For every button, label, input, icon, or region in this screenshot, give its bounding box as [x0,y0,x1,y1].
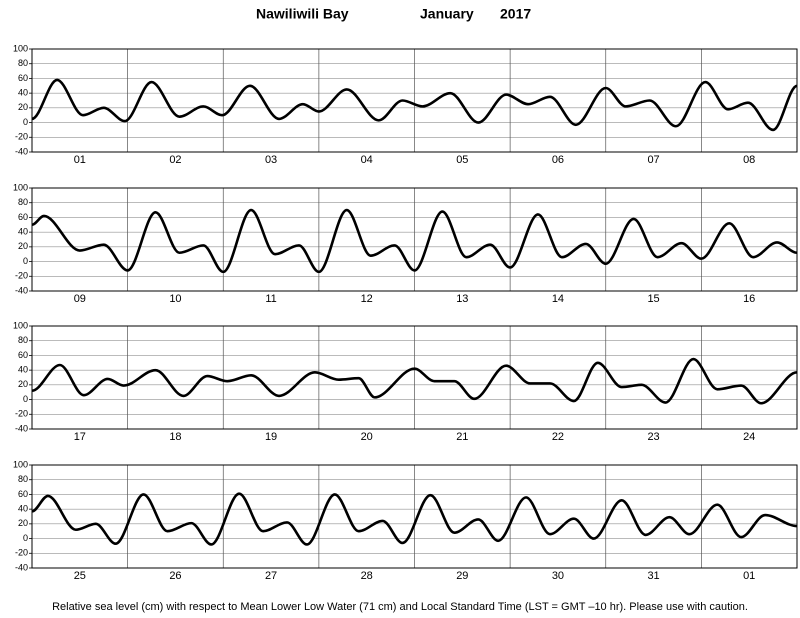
year: 2017 [500,6,531,22]
y-tick-label: -20 [15,132,28,142]
x-tick-label: 03 [265,154,277,166]
x-tick-label: 11 [265,293,276,305]
y-tick-label: 40 [18,365,28,375]
y-tick-label: 40 [18,88,28,98]
x-tick-label: 18 [169,431,181,443]
x-tick-label: 15 [647,293,659,305]
chart-title: Nawiliwili Bay [256,6,349,22]
y-tick-label: 20 [18,102,28,112]
y-tick-label: -40 [15,562,28,572]
tide-line [31,78,798,132]
x-tick-label: 07 [647,154,659,166]
x-tick-label: 19 [265,431,277,443]
x-tick-label: 05 [456,154,468,166]
y-tick-label: 20 [18,379,28,389]
y-tick-label: 0 [23,394,28,404]
tide-line [31,492,798,546]
y-tick-label: 100 [13,459,28,469]
x-tick-label: 04 [361,154,373,166]
x-tick-label: 23 [647,431,659,443]
y-tick-label: -40 [15,285,28,295]
x-tick-label: 08 [743,154,755,166]
y-tick-label: 100 [13,182,28,192]
y-tick-label: 80 [18,474,28,484]
x-tick-label: 24 [743,431,755,443]
y-tick-label: 100 [13,43,28,53]
y-tick-label: -20 [15,409,28,419]
plot-frame [31,325,798,430]
y-tick-label: 60 [18,489,28,499]
x-tick-label: 21 [456,431,468,443]
tide-line [31,357,798,405]
plot-frame [31,464,798,569]
x-tick-label: 27 [265,570,277,582]
x-tick-label: 10 [169,293,181,305]
y-tick-label: 20 [18,241,28,251]
x-tick-label: 29 [456,570,468,582]
month: January [420,6,474,22]
y-tick-label: 80 [18,197,28,207]
y-tick-label: -40 [15,146,28,156]
x-tick-label: 01 [74,154,86,166]
note: Relative sea level (cm) with respect to … [52,601,748,613]
y-tick-label: 40 [18,227,28,237]
y-tick-label: 80 [18,58,28,68]
x-tick-label: 01 [743,570,755,582]
x-tick-label: 22 [552,431,564,443]
plot-frame [31,187,798,292]
x-tick-label: 16 [743,293,755,305]
y-tick-label: 0 [23,533,28,543]
x-tick-label: 20 [361,431,373,443]
x-tick-label: 13 [456,293,468,305]
x-tick-label: 26 [169,570,181,582]
plot-frame [31,48,798,153]
y-tick-label: 100 [13,320,28,330]
x-tick-label: 17 [74,431,86,443]
y-tick-label: 60 [18,350,28,360]
tide-line [31,208,798,274]
x-tick-label: 31 [647,570,659,582]
x-tick-label: 14 [552,293,564,305]
x-tick-label: 25 [74,570,86,582]
y-tick-label: 60 [18,212,28,222]
y-tick-label: 40 [18,504,28,514]
x-tick-label: 12 [361,293,373,305]
x-tick-label: 09 [74,293,86,305]
y-tick-label: -20 [15,548,28,558]
x-tick-label: 02 [169,154,181,166]
y-tick-label: 20 [18,518,28,528]
y-tick-label: -20 [15,271,28,281]
x-tick-label: 28 [361,570,373,582]
y-tick-label: 0 [23,256,28,266]
y-tick-label: -40 [15,423,28,433]
y-tick-label: 60 [18,73,28,83]
y-tick-label: 80 [18,335,28,345]
x-tick-label: 30 [552,570,564,582]
x-tick-label: 06 [552,154,564,166]
y-tick-label: 0 [23,117,28,127]
